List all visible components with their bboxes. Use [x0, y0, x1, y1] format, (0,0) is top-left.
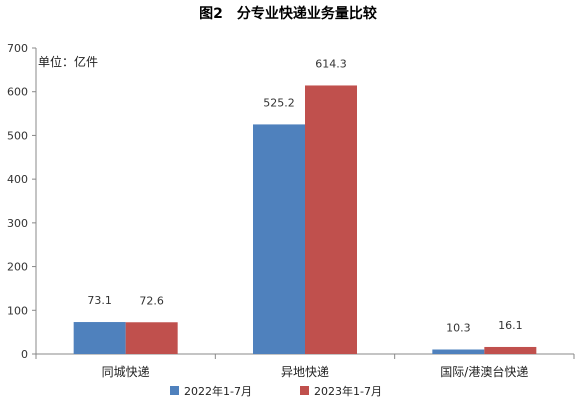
legend-label: 2023年1-7月 — [314, 384, 382, 398]
y-tick-label: 200 — [7, 261, 28, 274]
legend-label: 2022年1-7月 — [184, 384, 252, 398]
bar — [305, 85, 357, 355]
y-tick-label: 0 — [21, 348, 28, 361]
unit-label: 单位：亿件 — [38, 54, 98, 69]
y-tick-label: 400 — [7, 173, 28, 186]
legend-swatch — [300, 386, 309, 395]
data-labels: 73.1 72.6 525.2 614.3 10.3 16.1 — [87, 57, 522, 334]
y-tick-label: 500 — [7, 129, 28, 142]
y-tick-label: 100 — [7, 304, 28, 317]
bars — [73, 85, 537, 355]
y-tick-label: 700 — [7, 42, 28, 55]
data-label: 73.1 — [87, 294, 112, 307]
data-label: 16.1 — [498, 319, 523, 332]
data-label: 10.3 — [446, 321, 471, 334]
data-label: 614.3 — [315, 57, 347, 70]
bar — [73, 322, 126, 354]
data-label: 72.6 — [139, 294, 164, 307]
category-label: 同城快递 — [102, 365, 150, 379]
bar — [432, 349, 485, 354]
category-label: 国际/港澳台快递 — [440, 364, 528, 379]
bar — [125, 322, 178, 354]
axes: 0 100 200 300 400 500 600 700 同城快递 异地快递 国际/港澳台快递 — [7, 42, 575, 379]
legend: 2022年1-7月 2023年1-7月 — [170, 384, 382, 398]
bar — [253, 124, 305, 355]
y-tick-label: 300 — [7, 217, 28, 230]
data-label: 525.2 — [263, 96, 295, 109]
y-tick-label: 600 — [7, 86, 28, 99]
legend-swatch — [170, 386, 179, 395]
bar — [484, 346, 537, 354]
chart-title: 图2 分专业快递业务量比较 — [199, 5, 377, 22]
category-label: 异地快递 — [281, 365, 329, 379]
